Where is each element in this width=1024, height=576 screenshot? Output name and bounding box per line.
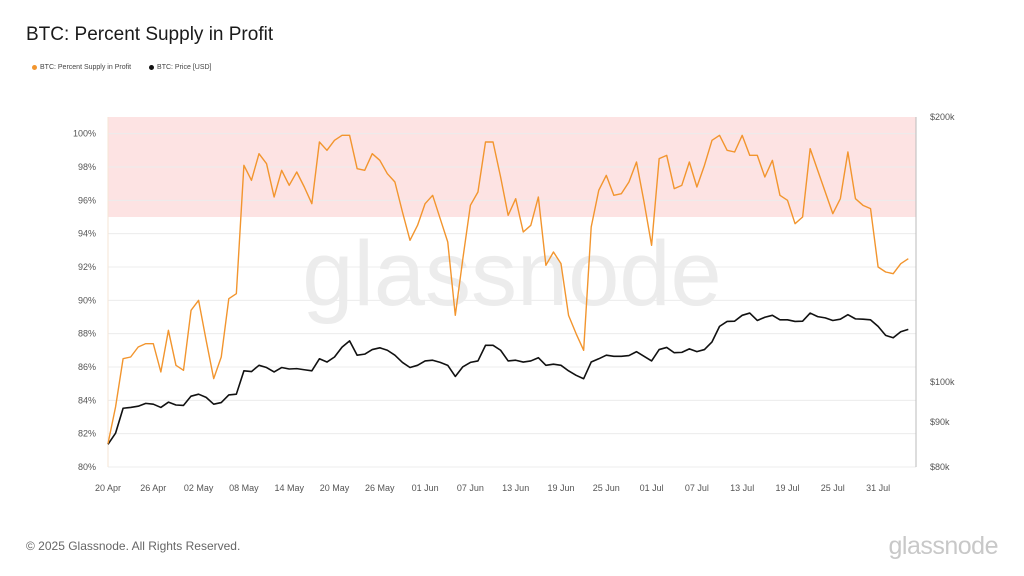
right-tick-label: $200k: [930, 112, 955, 122]
series-line-supply: [107, 134, 909, 444]
right-tick-label: $80k: [930, 462, 950, 472]
left-tick-label: 86%: [78, 362, 96, 372]
x-tick-label: 08 May: [229, 483, 259, 493]
glassnode-logo: glassnode: [888, 532, 999, 560]
left-tick-label: 80%: [78, 462, 96, 472]
left-tick-label: 94%: [78, 229, 96, 239]
x-tick-label: 01 Jun: [412, 483, 439, 493]
left-tick-label: 84%: [78, 395, 96, 405]
x-tick-label: 13 Jun: [502, 483, 529, 493]
left-tick-label: 96%: [78, 195, 96, 205]
right-tick-label: $100k: [930, 377, 955, 387]
x-tick-label: 02 May: [184, 483, 214, 493]
x-tick-label: 20 May: [320, 483, 350, 493]
watermark: glassnode: [302, 223, 721, 325]
x-tick-label: 14 May: [274, 483, 304, 493]
series-line-price: [107, 312, 909, 445]
x-tick-label: 26 May: [365, 483, 395, 493]
x-tick-label: 01 Jul: [640, 483, 664, 493]
x-tick-label: 07 Jul: [685, 483, 709, 493]
x-tick-label: 20 Apr: [95, 483, 121, 493]
legend-label-supply: BTC: Percent Supply in Profit: [40, 64, 132, 71]
left-tick-label: 88%: [78, 329, 96, 339]
x-tick-label: 25 Jun: [593, 483, 620, 493]
legend-label-price: BTC: Price [USD]: [157, 64, 212, 71]
legend-item-price[interactable]: BTC: Price [USD]: [149, 64, 212, 71]
x-tick-label: 19 Jun: [547, 483, 574, 493]
left-tick-label: 98%: [78, 162, 96, 172]
left-tick-label: 100%: [73, 129, 96, 139]
left-tick-label: 90%: [78, 295, 96, 305]
x-tick-label: 13 Jul: [730, 483, 754, 493]
copyright: © 2025 Glassnode. All Rights Reserved.: [26, 539, 241, 553]
legend: BTC: Percent Supply in Profit BTC: Price…: [32, 64, 212, 71]
x-tick-label: 07 Jun: [457, 483, 484, 493]
x-tick-label: 19 Jul: [775, 483, 799, 493]
left-tick-label: 92%: [78, 262, 96, 272]
x-tick-label: 31 Jul: [866, 483, 890, 493]
right-tick-label: $90k: [930, 417, 950, 427]
legend-item-supply[interactable]: BTC: Percent Supply in Profit: [32, 64, 131, 71]
x-tick-label: 25 Jul: [821, 483, 845, 493]
x-tick-label: 26 Apr: [140, 483, 166, 493]
left-tick-label: 82%: [78, 429, 96, 439]
chart-title: BTC: Percent Supply in Profit: [26, 24, 274, 45]
legend-dot-supply: [32, 65, 37, 70]
legend-dot-price: [149, 65, 155, 70]
